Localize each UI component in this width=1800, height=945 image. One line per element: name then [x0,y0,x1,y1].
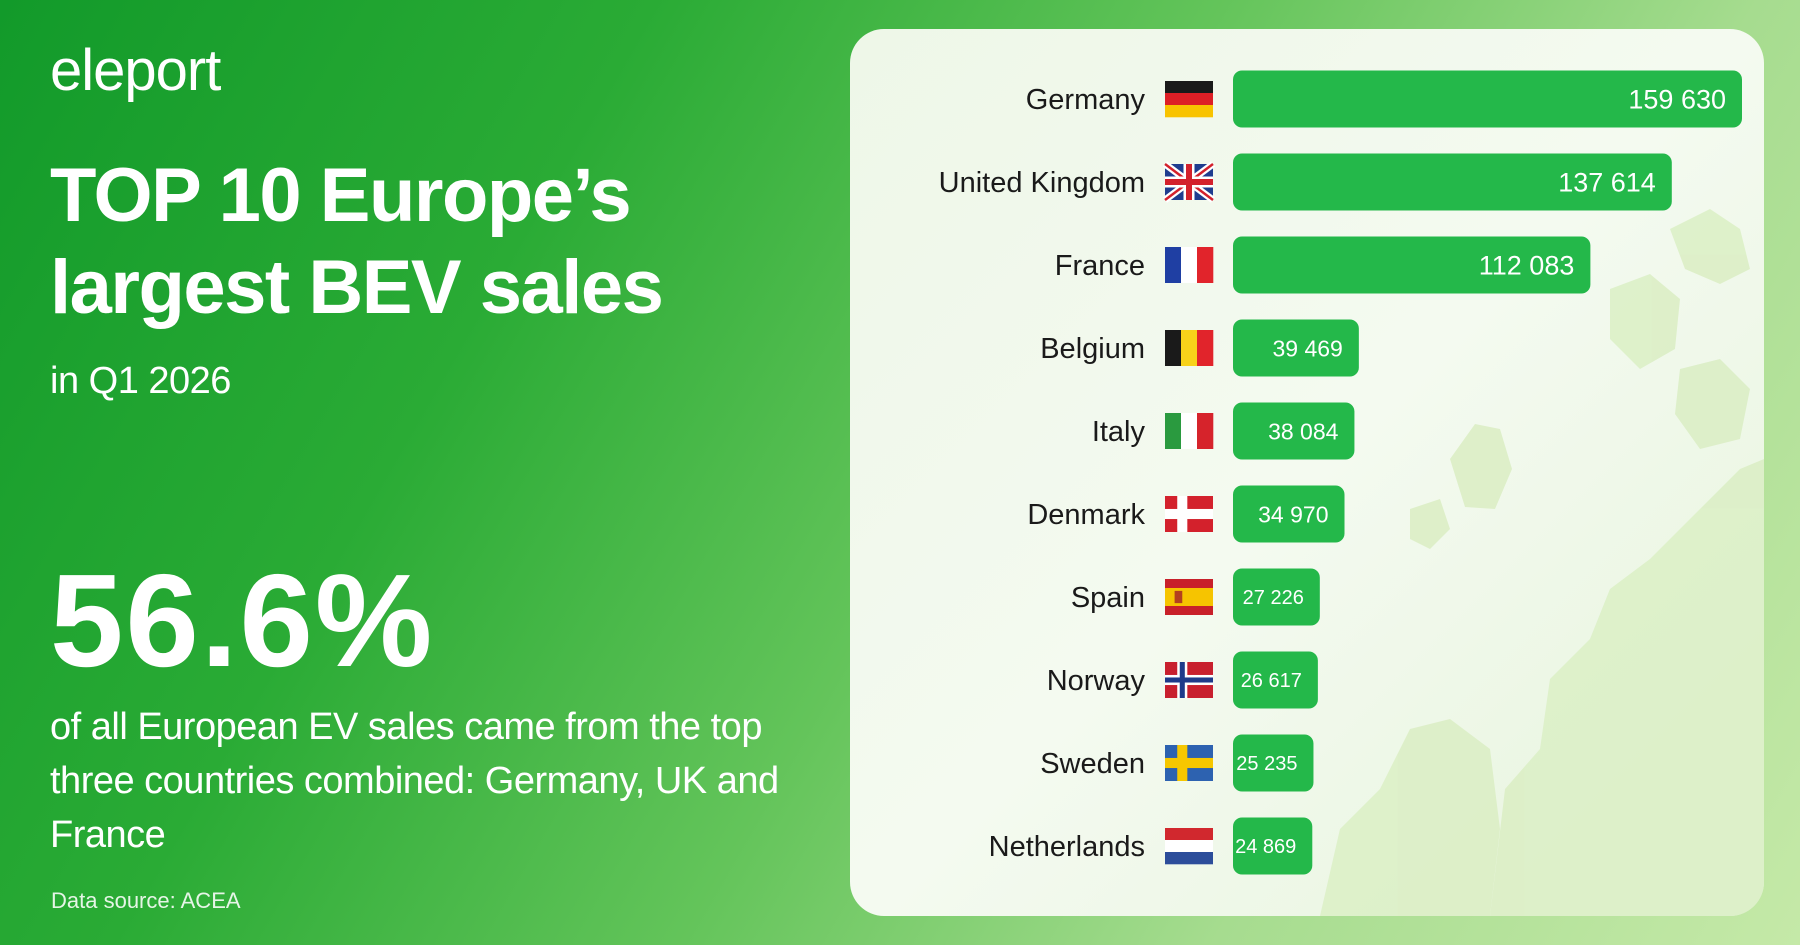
bar-united-kingdom [1233,153,1672,211]
bar-france [1233,236,1591,294]
flag-sweden-icon [1165,745,1213,781]
bar-value-label-united-kingdom: 137 614 [1558,168,1656,198]
country-label-belgium: Belgium [1040,333,1145,365]
europe-map-decoration [1320,209,1764,916]
country-label-sweden: Sweden [1040,748,1145,780]
bar-value-label-belgium: 39 469 [1272,335,1342,361]
bar-row-netherlands: Netherlands 24 869 [989,817,1313,875]
page-subtitle: in Q1 2026 [50,360,231,402]
bar-value-label-denmark: 34 970 [1258,501,1328,527]
bar-row-norway: Norway 26 617 [1047,651,1318,709]
flag-germany-icon [1165,81,1213,118]
country-label-united-kingdom: United Kingdom [939,167,1145,199]
flag-spain-icon [1165,579,1213,615]
bar-row-denmark: Denmark 34 970 [1027,485,1345,543]
flag-norway-icon [1165,662,1213,698]
country-label-france: France [1055,250,1145,282]
flag-belgium-icon [1165,330,1214,366]
bar-denmark [1233,485,1345,543]
bar-value-label-france: 112 083 [1479,251,1575,281]
bar-sweden [1233,734,1314,792]
bar-row-belgium: Belgium 39 469 [1040,319,1359,377]
bar-value-label-spain: 27 226 [1243,587,1304,609]
flag-denmark-icon [1165,496,1213,532]
bar-chart: Germany 159 630 United Kingdom 137 614 Franc… [939,70,1764,916]
country-label-norway: Norway [1047,665,1146,697]
bar-norway [1233,651,1318,709]
eleport-logo: eleport [50,38,221,103]
bar-row-italy: Italy 38 084 [1092,402,1355,460]
bar-belgium [1233,319,1359,377]
bar-row-united-kingdom: United Kingdom 137 614 [939,153,1672,211]
bar-italy [1233,402,1355,460]
flag-france-icon [1165,247,1214,283]
bar-value-label-norway: 26 617 [1241,670,1302,692]
bar-value-label-netherlands: 24 869 [1235,836,1296,858]
bar-value-label-germany: 159 630 [1628,85,1726,115]
chart-card: Germany 159 630 United Kingdom 137 614 Franc… [850,29,1764,916]
left-panel: eleport TOP 10 Europe’s largest BEV sale… [0,0,820,945]
bar-germany [1233,70,1742,128]
page-title: TOP 10 Europe’s largest BEV sales [50,153,664,330]
country-label-italy: Italy [1092,416,1146,448]
country-label-germany: Germany [1026,84,1146,116]
bar-value-label-italy: 38 084 [1268,418,1339,444]
country-label-spain: Spain [1071,582,1145,614]
highlight-description: of all European EV sales came from the t… [50,706,779,856]
bar-row-sweden: Sweden 25 235 [1040,734,1314,792]
bar-row-france: France 112 083 [1055,236,1591,294]
bar-spain [1233,568,1320,626]
country-label-denmark: Denmark [1027,499,1145,531]
highlight-percentage: 56.6% [50,547,435,694]
flag-italy-icon [1165,413,1214,449]
bar-netherlands [1233,817,1313,875]
data-source: Data source: ACEA [51,888,241,913]
flag-united-kingdom-icon [1162,161,1216,203]
flag-netherlands-icon [1165,828,1213,865]
bar-row-germany: Germany 159 630 [1026,70,1742,128]
bar-row-spain: Spain 27 226 [1071,568,1320,626]
country-label-netherlands: Netherlands [989,831,1145,863]
chart-rows: Germany 159 630 United Kingdom 137 614 Franc… [939,70,1742,875]
bar-value-label-sweden: 25 235 [1236,753,1297,775]
